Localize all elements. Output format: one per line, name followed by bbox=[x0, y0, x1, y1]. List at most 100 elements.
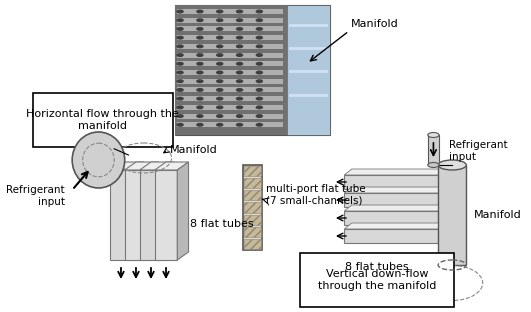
Polygon shape bbox=[155, 162, 189, 170]
Bar bbox=[125, 170, 147, 260]
Ellipse shape bbox=[255, 62, 263, 66]
Circle shape bbox=[72, 132, 125, 188]
Polygon shape bbox=[132, 162, 143, 260]
Polygon shape bbox=[344, 187, 446, 193]
Ellipse shape bbox=[236, 88, 243, 92]
Ellipse shape bbox=[236, 97, 243, 101]
Bar bbox=[177, 35, 282, 40]
Bar bbox=[177, 114, 282, 119]
Ellipse shape bbox=[236, 44, 243, 48]
Ellipse shape bbox=[176, 62, 184, 66]
Ellipse shape bbox=[255, 9, 263, 13]
Bar bbox=[428, 135, 439, 165]
Ellipse shape bbox=[216, 18, 224, 22]
Bar bbox=[244, 178, 261, 188]
Ellipse shape bbox=[438, 160, 466, 170]
Ellipse shape bbox=[176, 9, 184, 13]
Bar bbox=[344, 193, 438, 207]
Text: Manifold: Manifold bbox=[474, 210, 521, 220]
Ellipse shape bbox=[196, 71, 204, 75]
Ellipse shape bbox=[216, 27, 224, 31]
Ellipse shape bbox=[255, 123, 263, 127]
Bar bbox=[244, 202, 261, 212]
Bar bbox=[140, 170, 162, 260]
Ellipse shape bbox=[216, 62, 224, 66]
Text: Manifold: Manifold bbox=[351, 19, 399, 29]
Ellipse shape bbox=[176, 97, 184, 101]
Ellipse shape bbox=[236, 114, 243, 118]
Text: Manifold: Manifold bbox=[170, 145, 218, 155]
Ellipse shape bbox=[196, 123, 204, 127]
Bar bbox=[244, 190, 261, 200]
Bar bbox=[243, 165, 262, 250]
Bar bbox=[177, 18, 282, 23]
Bar bbox=[344, 175, 438, 189]
Text: Vertical down-flow
through the manifold: Vertical down-flow through the manifold bbox=[318, 269, 436, 291]
Ellipse shape bbox=[255, 27, 263, 31]
Ellipse shape bbox=[255, 88, 263, 92]
Bar bbox=[177, 70, 282, 75]
Ellipse shape bbox=[236, 79, 243, 83]
Bar bbox=[177, 79, 282, 84]
Ellipse shape bbox=[176, 114, 184, 118]
Ellipse shape bbox=[236, 9, 243, 13]
Ellipse shape bbox=[196, 18, 204, 22]
FancyBboxPatch shape bbox=[300, 253, 454, 307]
Ellipse shape bbox=[216, 71, 224, 75]
Ellipse shape bbox=[428, 133, 439, 138]
Ellipse shape bbox=[196, 88, 204, 92]
Ellipse shape bbox=[255, 114, 263, 118]
Text: 8 flat tubes: 8 flat tubes bbox=[191, 219, 254, 229]
Ellipse shape bbox=[255, 105, 263, 110]
Ellipse shape bbox=[176, 18, 184, 22]
Ellipse shape bbox=[176, 44, 184, 48]
Bar bbox=[175, 5, 330, 135]
Bar bbox=[175, 5, 287, 135]
Ellipse shape bbox=[255, 18, 263, 22]
Polygon shape bbox=[344, 223, 446, 229]
Polygon shape bbox=[140, 162, 174, 170]
Ellipse shape bbox=[176, 105, 184, 110]
FancyBboxPatch shape bbox=[33, 93, 173, 147]
Text: 8 flat tubes: 8 flat tubes bbox=[345, 262, 409, 272]
Bar bbox=[177, 105, 282, 110]
Polygon shape bbox=[344, 205, 446, 211]
Ellipse shape bbox=[255, 79, 263, 83]
Ellipse shape bbox=[236, 71, 243, 75]
Ellipse shape bbox=[216, 9, 224, 13]
Ellipse shape bbox=[196, 62, 204, 66]
Ellipse shape bbox=[236, 123, 243, 127]
Text: Refrigerant
input: Refrigerant input bbox=[6, 185, 65, 207]
Ellipse shape bbox=[196, 27, 204, 31]
Ellipse shape bbox=[196, 114, 204, 118]
Ellipse shape bbox=[216, 36, 224, 40]
Bar bbox=[177, 61, 282, 66]
Polygon shape bbox=[125, 162, 158, 170]
Ellipse shape bbox=[176, 27, 184, 31]
Ellipse shape bbox=[176, 36, 184, 40]
Ellipse shape bbox=[216, 105, 224, 110]
Ellipse shape bbox=[255, 97, 263, 101]
Ellipse shape bbox=[176, 88, 184, 92]
Bar bbox=[177, 52, 282, 58]
Ellipse shape bbox=[428, 163, 439, 168]
Polygon shape bbox=[162, 162, 174, 260]
Bar bbox=[155, 170, 177, 260]
Bar bbox=[244, 239, 261, 249]
Ellipse shape bbox=[255, 53, 263, 57]
Ellipse shape bbox=[196, 9, 204, 13]
Ellipse shape bbox=[236, 62, 243, 66]
Bar bbox=[177, 44, 282, 49]
Bar bbox=[177, 87, 282, 92]
Ellipse shape bbox=[216, 114, 224, 118]
Polygon shape bbox=[177, 162, 189, 260]
Ellipse shape bbox=[236, 53, 243, 57]
Ellipse shape bbox=[255, 36, 263, 40]
Ellipse shape bbox=[196, 97, 204, 101]
Ellipse shape bbox=[236, 36, 243, 40]
Ellipse shape bbox=[176, 71, 184, 75]
Ellipse shape bbox=[216, 97, 224, 101]
Ellipse shape bbox=[196, 79, 204, 83]
Ellipse shape bbox=[196, 53, 204, 57]
Bar bbox=[244, 166, 261, 176]
